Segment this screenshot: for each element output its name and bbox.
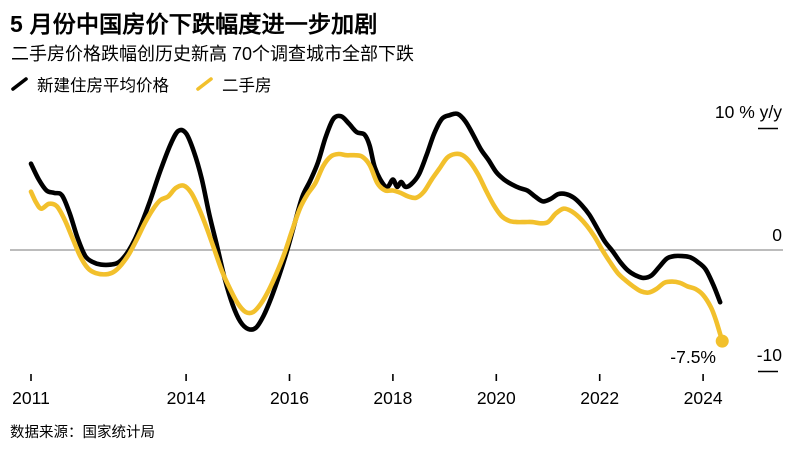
last-value-annotation: -7.5% [670,347,716,367]
y-axis-label-zero: 0 [772,225,782,245]
x-axis-label: 2018 [373,388,413,408]
page-title: 5 月份中国房价下跌幅度进一步加剧 [10,11,378,37]
source-note: 数据来源：国家统计局 [10,425,155,441]
series-line-secondhand [28,151,725,344]
legend-item-secondhand: 二手房 [195,72,272,96]
x-axis-label: 2022 [580,388,620,408]
x-axis-label: 2024 [683,388,723,408]
x-axis-label: 2014 [166,388,206,408]
page-subtitle: 二手房价格跌幅创历史新高 70个调查城市全部下跌 [11,44,415,64]
y-axis-label-top: 10 % y/y [714,102,782,122]
series-end-dot [715,334,729,348]
legend: 新建住房平均价格 二手房 [10,72,272,96]
y-axis-label-bottom: -10 [756,345,782,365]
legend-label-secondhand: 二手房 [222,77,272,95]
x-axis-label: 2020 [476,388,516,408]
x-axis-label: 2016 [270,388,309,408]
yellow-line-swatch-icon [196,77,213,91]
x-axis-labels: 2011 2014 2016 2018 2020 2022 2024 [0,388,800,410]
legend-label-new-homes: 新建住房平均价格 [37,77,169,95]
series-line-new-homes [28,111,723,332]
black-line-swatch-icon [11,77,28,91]
x-axis-label: 2011 [12,388,50,408]
legend-item-new-homes: 新建住房平均价格 [10,72,169,96]
